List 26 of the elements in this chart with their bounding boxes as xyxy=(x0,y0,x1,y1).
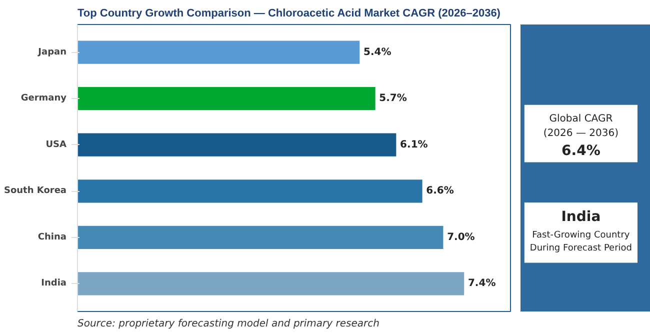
data-label: 6.1% xyxy=(400,139,428,150)
y-tick-label: China xyxy=(38,232,66,242)
y-tick-label: South Korea xyxy=(4,186,66,196)
text: During Forecast Period xyxy=(530,243,632,254)
y-tick-label: Japan xyxy=(37,47,67,58)
text: Global CAGR xyxy=(549,114,613,125)
bar xyxy=(78,226,444,250)
data-label: 7.0% xyxy=(447,232,475,243)
data-label: 5.7% xyxy=(379,93,407,104)
text: Fast-Growing Country xyxy=(532,230,630,240)
y-tick-label: India xyxy=(41,278,67,289)
data-label: 6.6% xyxy=(426,186,454,197)
y-tick-label: USA xyxy=(46,140,67,150)
bar xyxy=(78,272,464,296)
bar xyxy=(78,40,360,64)
text: 6.4% xyxy=(562,142,600,159)
chart-title: Top Country Growth Comparison — Chloroacetic Acid Market CAGR (2026–2036) xyxy=(78,8,501,20)
bar xyxy=(78,133,396,156)
bar xyxy=(78,86,376,110)
data-label: 5.4% xyxy=(363,46,392,58)
data-label: 7.4% xyxy=(468,278,496,290)
source-note: Source: proprietary forecasting model and primary research xyxy=(78,318,380,330)
text: India xyxy=(561,208,601,225)
text: (2026 — 2036) xyxy=(543,128,619,140)
bar xyxy=(78,180,422,203)
y-tick-label: Germany xyxy=(20,94,67,104)
